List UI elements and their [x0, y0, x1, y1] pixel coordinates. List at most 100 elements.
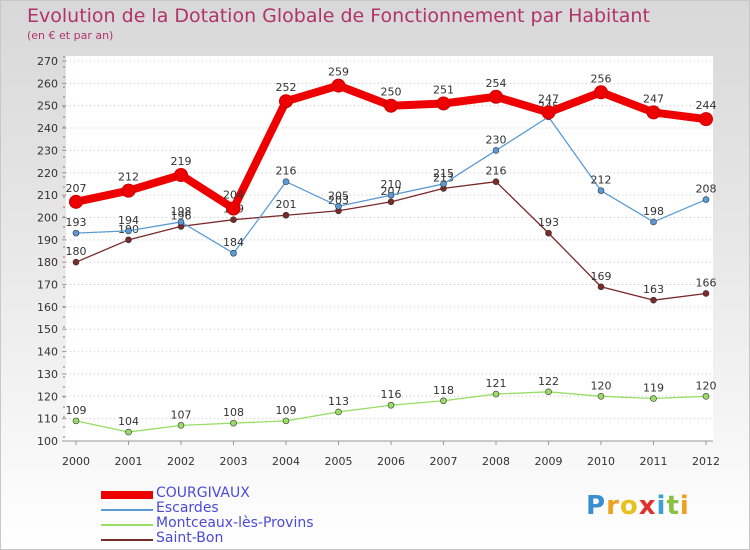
data-point	[436, 96, 451, 111]
x-tick-label: 2002	[167, 455, 195, 468]
data-point	[594, 85, 608, 100]
y-tick-label: 270	[37, 55, 58, 68]
y-tick-label: 180	[37, 256, 58, 269]
data-point	[646, 105, 661, 120]
legend-swatch-courgivaux	[101, 491, 153, 499]
legend-swatch-saint-bon	[101, 539, 153, 541]
data-label: 256	[591, 72, 612, 85]
y-tick-label: 230	[37, 144, 58, 157]
data-point	[282, 417, 290, 425]
data-point	[440, 397, 447, 405]
data-label: 212	[591, 174, 612, 187]
data-label: 196	[171, 209, 192, 222]
data-label: 180	[66, 245, 87, 258]
y-tick-label: 190	[37, 234, 58, 247]
data-point	[72, 258, 80, 266]
data-point	[489, 89, 503, 104]
x-tick-label: 2000	[62, 455, 90, 468]
data-label: 184	[223, 236, 244, 249]
y-tick-label: 140	[37, 346, 58, 359]
y-tick-label: 240	[37, 122, 58, 135]
legend-swatch-montceaux	[101, 524, 153, 526]
data-point	[650, 296, 657, 304]
data-label: 109	[66, 404, 87, 417]
data-point	[125, 227, 132, 235]
data-label: 244	[696, 99, 717, 112]
data-point	[177, 422, 185, 429]
x-tick-label: 2012	[692, 455, 720, 468]
y-tick-label: 130	[37, 368, 58, 381]
data-point	[597, 187, 605, 194]
data-label: 198	[643, 205, 664, 218]
data-point	[597, 392, 605, 400]
proxiti-logo: Proxiti	[586, 491, 690, 521]
data-point	[226, 201, 241, 216]
logo-letter: P	[586, 491, 607, 521]
logo-letter: r	[606, 491, 620, 521]
data-label: 251	[433, 83, 454, 96]
data-label: 201	[276, 198, 297, 211]
data-point	[650, 218, 657, 226]
data-label: 247	[538, 92, 559, 105]
data-label: 166	[696, 276, 717, 289]
y-tick-label: 210	[37, 189, 58, 202]
data-label: 198	[171, 205, 192, 218]
data-point	[125, 428, 132, 436]
data-label: 104	[118, 415, 139, 428]
x-tick-label: 2009	[535, 455, 563, 468]
data-label: 230	[486, 133, 507, 146]
data-label: 121	[486, 377, 507, 390]
data-label: 113	[328, 395, 349, 408]
data-point	[387, 401, 395, 409]
logo-letter: i	[679, 491, 690, 521]
data-point	[121, 183, 136, 198]
data-label: 204	[223, 189, 244, 202]
data-label: 250	[381, 86, 402, 99]
data-label: 205	[328, 189, 349, 202]
data-label: 259	[328, 66, 349, 79]
data-point	[230, 419, 237, 427]
data-point	[545, 388, 552, 396]
data-point	[541, 105, 556, 120]
data-label: 120	[591, 379, 612, 392]
y-tick-label: 170	[37, 279, 58, 292]
data-point	[702, 392, 710, 400]
legend-label-courgivaux: COURGIVAUX	[156, 485, 250, 501]
data-point	[597, 283, 605, 291]
data-point	[384, 98, 398, 113]
data-point	[492, 390, 500, 398]
data-label: 193	[538, 216, 559, 229]
data-point	[125, 236, 132, 244]
data-label: 219	[171, 155, 192, 168]
data-point	[492, 147, 500, 154]
y-tick-label: 100	[37, 435, 58, 448]
plot-area	[66, 56, 713, 441]
y-tick-label: 160	[37, 301, 58, 314]
data-label: 212	[118, 171, 139, 184]
x-tick-label: 2008	[482, 455, 510, 468]
data-label: 193	[66, 216, 87, 229]
data-label: 216	[276, 165, 297, 178]
data-point	[650, 395, 657, 402]
legend-label-escardes: Escardes	[156, 500, 219, 516]
y-tick-label: 260	[37, 77, 58, 90]
data-point	[545, 229, 552, 237]
data-point	[282, 178, 290, 186]
x-tick-label: 2011	[640, 455, 668, 468]
data-label: 118	[433, 384, 454, 397]
data-point	[72, 229, 80, 237]
data-label: 216	[486, 165, 507, 178]
x-tick-label: 2003	[220, 455, 248, 468]
data-point	[387, 191, 395, 199]
data-label: 252	[276, 81, 297, 94]
x-tick-label: 2001	[115, 455, 143, 468]
data-label: 116	[381, 388, 402, 401]
data-point	[174, 168, 188, 182]
data-point	[492, 178, 500, 186]
x-tick-label: 2006	[377, 455, 405, 468]
legend-swatch-escardes	[101, 509, 153, 511]
y-tick-label: 150	[37, 323, 58, 336]
logo-letter: o	[619, 491, 639, 521]
data-point	[230, 249, 237, 257]
